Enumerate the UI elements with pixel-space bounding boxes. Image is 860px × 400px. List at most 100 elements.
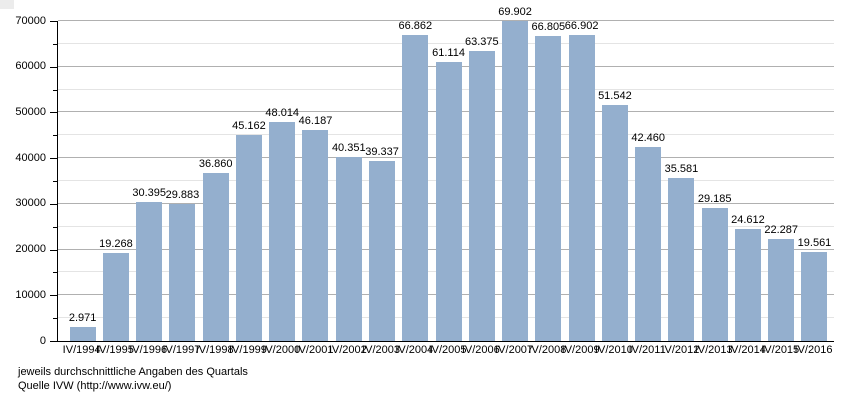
bar [568, 35, 595, 341]
x-tick-label: IV/2000 [262, 344, 301, 356]
x-axis-labels: IV/1994 IV/1995 IV/1996 IV/1997 IV/1998 IV/19… [57, 344, 833, 356]
x-tick-label: IV/2016 [794, 344, 833, 356]
bar [335, 156, 362, 341]
y-tick-label: 10000 [15, 288, 46, 301]
y-major-tick [50, 249, 57, 251]
bar-slot: 61.114 [432, 21, 465, 341]
bar [502, 21, 529, 341]
x-tick-label: IV/2003 [362, 344, 400, 356]
y-tick-label: 30000 [15, 197, 46, 210]
bar-slot: 35.581 [665, 21, 698, 341]
bar-slot: 24.612 [731, 21, 765, 341]
y-tick-label: 60000 [15, 60, 46, 73]
y-major-tick [50, 21, 57, 22]
bar-slot: 51.542 [598, 21, 632, 341]
bar-slot: 22.287 [764, 21, 798, 341]
bar-value-label: 46.187 [298, 114, 333, 127]
bar [601, 105, 628, 341]
bar-slot: 66.902 [564, 20, 599, 341]
bar-value-label: 19.268 [99, 237, 133, 250]
y-minor-tick [53, 226, 57, 228]
x-tick-label: IV/2002 [328, 344, 367, 356]
bar-slot: 2.971 [66, 21, 99, 341]
y-major-tick [50, 112, 57, 114]
x-tick-cell: IV/2002 [328, 344, 367, 356]
bar [768, 239, 795, 341]
x-tick-cell: IV/1995 [96, 344, 134, 356]
bar [169, 204, 196, 341]
y-minor-tick [53, 89, 57, 91]
x-tick-label: IV/2014 [727, 344, 766, 356]
bar [235, 134, 262, 341]
bar-value-label: 66.862 [398, 20, 433, 33]
footnote-quarter: jeweils durchschnittliche Angaben des Qu… [18, 366, 248, 378]
minor-gridline [58, 42, 834, 44]
x-tick-cell: IV/2015 [761, 344, 800, 356]
x-tick-label: IV/1997 [162, 344, 201, 356]
x-tick-label: IV/2005 [428, 344, 467, 356]
footnote-source: Quelle IVW (http://www.ivw.eu/) [18, 380, 172, 392]
x-tick-label: IV/2006 [461, 344, 500, 356]
x-tick-cell: IV/2003 [362, 344, 400, 356]
x-tick-label: IV/1994 [62, 344, 101, 356]
y-tick-label: 20000 [15, 243, 46, 256]
bar-slot: 30.395 [132, 21, 166, 341]
bar [269, 121, 296, 341]
x-tick-label: IV/1998 [195, 344, 234, 356]
bar-slot: 29.185 [697, 21, 732, 341]
x-tick-label: IV/2009 [561, 344, 600, 356]
x-tick-label: IV/2015 [761, 344, 800, 356]
bar-value-label: 2.971 [68, 312, 97, 325]
bar [402, 35, 429, 341]
x-tick-cell: IV/1994 [62, 344, 101, 356]
bar-value-label: 66.902 [564, 20, 599, 33]
x-tick-cell: IV/2006 [461, 344, 500, 356]
major-gridline [58, 20, 834, 21]
x-tick-cell: IV/2005 [428, 344, 467, 356]
bar-value-label: 69.902 [498, 6, 532, 19]
bar-value-label: 42.460 [631, 131, 665, 144]
x-tick-label: IV/2013 [694, 344, 733, 356]
y-tick-label: 70000 [15, 14, 46, 27]
bar-slot: 45.162 [232, 21, 266, 341]
x-tick-label: IV/2010 [594, 344, 633, 356]
y-tick-label: 50000 [15, 105, 46, 118]
x-tick-label: IV/2004 [395, 344, 434, 356]
x-tick-cell: IV/1999 [229, 344, 267, 356]
bar-slot: 19.561 [798, 21, 831, 341]
x-tick-label: IV/2012 [661, 344, 700, 356]
bar [69, 327, 96, 341]
bar-value-label: 19.561 [797, 236, 832, 249]
bar [635, 146, 662, 341]
x-tick-cell: IV/1997 [162, 344, 201, 356]
y-major-tick [50, 66, 57, 68]
x-tick-label: IV/2007 [495, 344, 534, 356]
bar-value-label: 61.114 [432, 46, 465, 59]
x-tick-label: IV/2008 [528, 344, 567, 356]
x-tick-cell: IV/2008 [528, 344, 567, 356]
corner-artifact [0, 0, 14, 9]
y-major-tick [50, 341, 57, 342]
bar [136, 202, 163, 341]
x-tick-cell: IV/2009 [561, 344, 600, 356]
bar-value-label: 35.581 [664, 163, 699, 176]
y-tick-label: 40000 [15, 151, 46, 164]
bar-value-label: 30.395 [132, 187, 166, 200]
bar-slot: 46.187 [299, 21, 332, 341]
bar-slot: 39.337 [365, 21, 399, 341]
y-minor-tick [53, 43, 57, 45]
bar-value-label: 29.185 [697, 192, 732, 205]
bar [668, 178, 695, 341]
bar-value-label: 29.883 [165, 189, 200, 202]
y-minor-tick [53, 272, 57, 274]
x-tick-label: IV/1999 [229, 344, 267, 356]
bar-value-label: 48.014 [265, 106, 300, 119]
x-tick-cell: IV/2016 [794, 344, 833, 356]
bar-slot: 40.351 [332, 21, 366, 341]
x-tick-cell: IV/2014 [727, 344, 766, 356]
x-tick-cell: IV/2012 [661, 344, 700, 356]
bar [801, 251, 828, 341]
bar [435, 61, 462, 341]
bars-row: 2.971 19.268 30.395 29.883 36.860 45.162 48.01… [58, 6, 834, 341]
y-tick-label: 0 [39, 334, 46, 347]
